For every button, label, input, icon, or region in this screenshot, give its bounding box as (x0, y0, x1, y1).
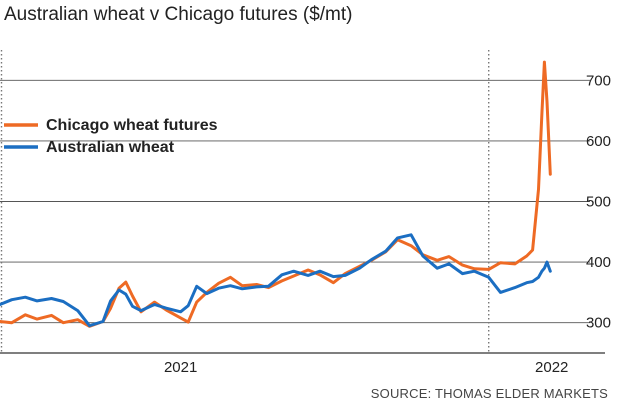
legend: Chicago wheat futures Australian wheat (4, 117, 218, 156)
chart-title: Australian wheat v Chicago futures ($/mt… (4, 4, 353, 25)
source-note: SOURCE: THOMAS ELDER MARKETS (370, 386, 608, 401)
legend-label-1: Australian wheat (46, 139, 175, 156)
y-tick-label-500: 500 (586, 194, 611, 211)
y-tick-label-700: 700 (586, 72, 611, 89)
legend-label-0: Chicago wheat futures (46, 117, 218, 134)
y-tick-labels: 300 400 500 600 700 (586, 72, 611, 331)
y-tick-label-300: 300 (586, 315, 611, 332)
gridlines (0, 79, 590, 324)
series-lines (0, 60, 552, 328)
x-tick-label-2021: 2021 (164, 359, 197, 376)
y-tick-label-400: 400 (586, 254, 611, 271)
x-tick-labels: 2021 2022 (164, 359, 568, 376)
y-tick-label-600: 600 (586, 133, 611, 150)
series-line-australian (0, 233, 552, 328)
x-tick-label-2022: 2022 (535, 359, 568, 376)
series-line-chicago (0, 60, 552, 328)
